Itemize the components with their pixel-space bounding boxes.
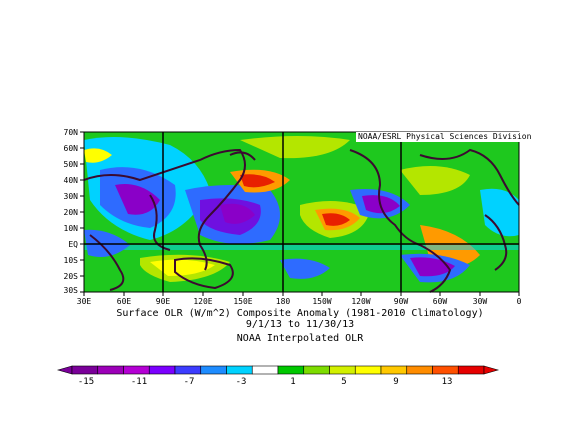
lon-label: 30W [472,297,488,306]
colorbar-arrow-right [483,365,500,375]
lon-label: 180 [275,297,291,306]
colorbar-label: -7 [183,377,195,387]
colorbar-swatch [303,365,330,375]
colorbar-label: -11 [130,377,148,387]
anomaly-field [84,132,519,292]
colorbar-label: 13 [441,377,453,387]
lon-label: 120W [351,297,371,306]
lon-ticks [83,292,520,296]
colorbar-swatch [148,365,176,375]
colorbar-swatch [251,365,279,375]
colorbar-label: 1 [290,377,296,387]
lon-label: 90W [393,297,409,306]
colorbar-swatch [406,365,433,375]
colorbar-label: -15 [77,377,95,387]
lat-label: 20N [63,208,78,217]
colorbar-arrow-left [56,365,73,375]
lat-ticks [80,131,84,293]
grid-lines [84,132,519,292]
colorbar-swatch [174,365,202,375]
map-dataset: NOAA Interpolated OLR [236,333,364,344]
lat-label: 30S [63,286,78,295]
colorbar-swatch [200,365,227,375]
lon-label: 30E [76,297,92,306]
lon-label: 150E [233,297,253,306]
colorbar [56,365,500,375]
lat-label: 10S [63,256,78,265]
colorbar-label: 9 [393,377,399,387]
lon-label: 60E [116,297,132,306]
lat-label: 30N [63,192,78,201]
colorbar-swatch [354,365,382,375]
lon-label: 120E [193,297,213,306]
colorbar-swatch [277,365,305,375]
colorbar-label: -3 [235,377,247,387]
credit-label: NOAA/ESRL Physical Sciences Division [356,132,534,142]
colorbar-swatch [123,365,150,375]
colorbar-swatch [380,365,408,375]
map-title: Surface OLR (W/m^2) Composite Anomaly (1… [116,308,484,319]
colorbar-label: 5 [341,377,347,387]
lon-label: 0 [516,297,522,306]
colorbar-swatch [432,365,459,375]
lat-label: 10N [63,224,78,233]
lat-label: 60N [63,144,78,153]
lon-label: 60W [432,297,448,306]
lat-label: 70N [63,128,78,137]
lon-label: 90E [155,297,171,306]
colorbar-swatch [71,365,99,375]
lat-label: 50N [63,160,78,169]
colorbar-swatch [97,365,124,375]
lat-label: EQ [68,240,78,249]
lon-label: 150W [312,297,332,306]
colorbar-swatch [457,365,485,375]
colorbar-swatch [226,365,253,375]
lat-label: 20S [63,272,78,281]
colorbar-swatch [329,365,356,375]
map-date-range: 9/1/13 to 11/30/13 [245,319,355,330]
lat-label: 40N [63,176,78,185]
